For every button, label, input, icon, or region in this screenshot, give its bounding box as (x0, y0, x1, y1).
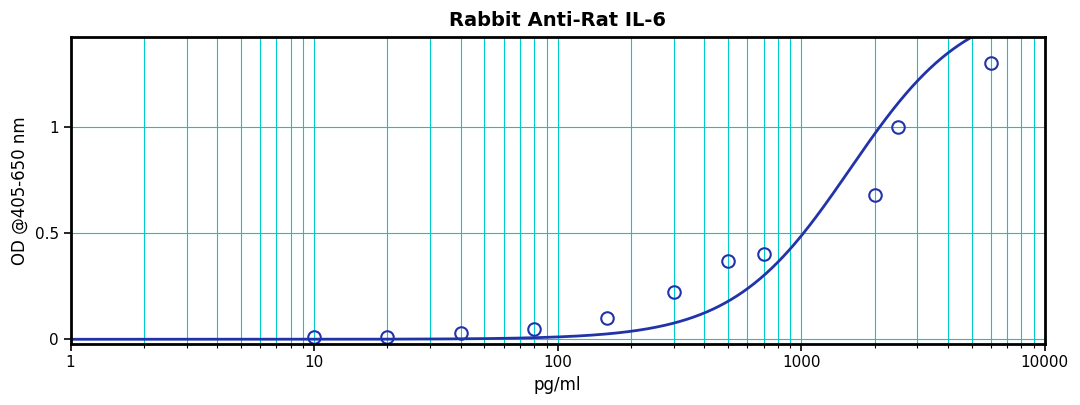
Title: Rabbit Anti-Rat IL-6: Rabbit Anti-Rat IL-6 (449, 11, 666, 30)
X-axis label: pg/ml: pg/ml (534, 376, 581, 394)
Y-axis label: OD @405-650 nm: OD @405-650 nm (11, 116, 29, 265)
